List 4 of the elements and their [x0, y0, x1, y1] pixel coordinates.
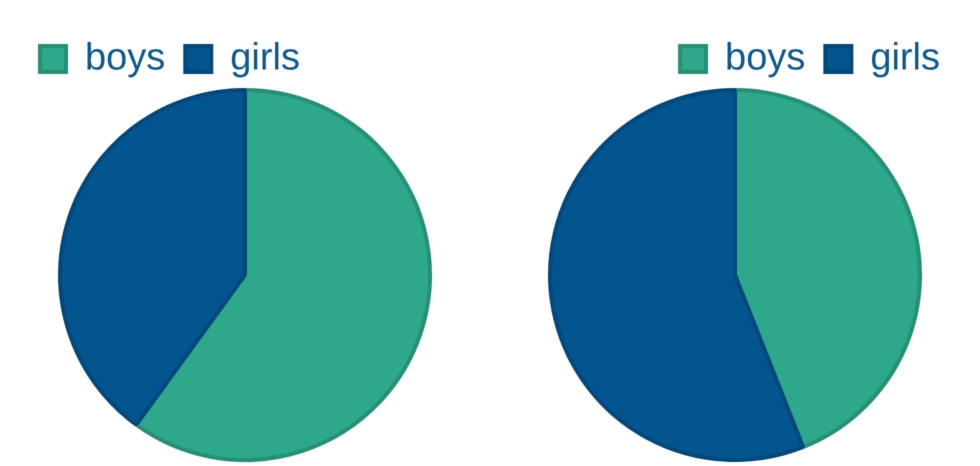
legend-label: boys — [85, 36, 166, 78]
legend-label: girls — [870, 36, 940, 78]
legend-label: girls — [230, 36, 300, 78]
legend-label: boys — [725, 36, 806, 78]
